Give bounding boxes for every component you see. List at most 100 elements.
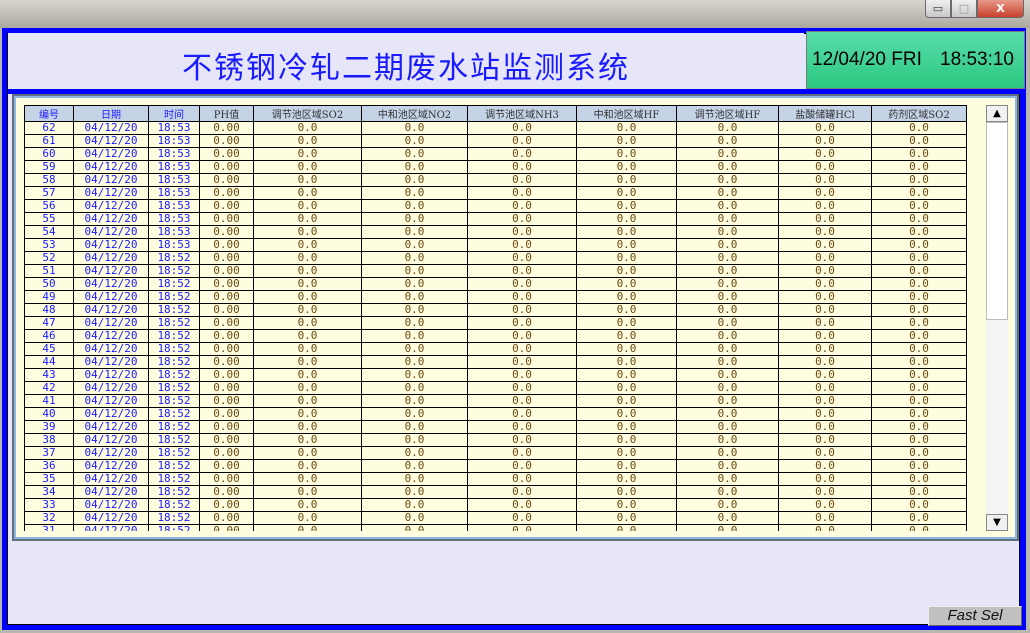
table-cell: 39 bbox=[24, 420, 74, 434]
table-cell: 0.00 bbox=[199, 238, 254, 252]
table-cell: 0.0 bbox=[778, 277, 872, 291]
table-row: 36 04/12/20 18:52 0.00 0.0 0.0 0.0 0.0 0.0 0.0 0.0 bbox=[24, 459, 967, 473]
table-cell: 0.0 bbox=[253, 355, 362, 369]
table-cell: 04/12/20 bbox=[73, 368, 149, 382]
table-cell: 0.0 bbox=[676, 485, 779, 499]
table-cell: 18:52 bbox=[148, 303, 200, 317]
table-cell: 0.00 bbox=[199, 485, 254, 499]
table-cell: 0.0 bbox=[676, 433, 779, 447]
table-cell: 0.0 bbox=[576, 524, 677, 531]
table-cell: 0.0 bbox=[467, 160, 577, 174]
table-cell: 0.0 bbox=[676, 498, 779, 512]
table-cell: 0.0 bbox=[871, 381, 967, 395]
scrollbar-thumb[interactable] bbox=[986, 122, 1008, 320]
table-cell: 0.0 bbox=[361, 355, 468, 369]
table-cell: 54 bbox=[24, 225, 74, 239]
table-cell: 0.0 bbox=[871, 290, 967, 304]
table-cell: 0.0 bbox=[871, 303, 967, 317]
table-cell: 0.0 bbox=[778, 524, 872, 531]
table-cell: 0.0 bbox=[676, 186, 779, 200]
arrow-up-icon: ▲ bbox=[993, 108, 1001, 119]
table-cell: 0.0 bbox=[253, 160, 362, 174]
table-cell: 44 bbox=[24, 355, 74, 369]
table-cell: 57 bbox=[24, 186, 74, 200]
table-cell: 0.0 bbox=[467, 511, 577, 525]
table-cell: 0.0 bbox=[253, 433, 362, 447]
table-cell: 0.0 bbox=[361, 342, 468, 356]
column-header: 日期 bbox=[73, 105, 149, 122]
table-cell: 0.0 bbox=[676, 524, 779, 531]
table-cell: 04/12/20 bbox=[73, 511, 149, 525]
table-cell: 04/12/20 bbox=[73, 498, 149, 512]
table-cell: 0.0 bbox=[778, 485, 872, 499]
vertical-scrollbar[interactable]: ▲ ▼ bbox=[986, 105, 1008, 531]
table-cell: 0.0 bbox=[576, 147, 677, 161]
table-cell: 0.0 bbox=[467, 186, 577, 200]
table-cell: 18:53 bbox=[148, 160, 200, 174]
table-cell: 0.0 bbox=[778, 316, 872, 330]
table-cell: 0.0 bbox=[871, 394, 967, 408]
table-cell: 0.0 bbox=[778, 355, 872, 369]
table-cell: 0.0 bbox=[361, 199, 468, 213]
table-cell: 0.0 bbox=[871, 238, 967, 252]
table-cell: 0.0 bbox=[467, 225, 577, 239]
table-cell: 33 bbox=[24, 498, 74, 512]
table-cell: 18:53 bbox=[148, 212, 200, 226]
table-cell: 18:52 bbox=[148, 355, 200, 369]
table-cell: 0.0 bbox=[467, 147, 577, 161]
table-cell: 0.00 bbox=[199, 511, 254, 525]
scroll-up-button[interactable]: ▲ bbox=[986, 105, 1008, 122]
table-cell: 04/12/20 bbox=[73, 303, 149, 317]
table-cell: 0.0 bbox=[253, 446, 362, 460]
table-cell: 0.0 bbox=[778, 134, 872, 148]
table-viewport: 编号 日期 时间 PH值 调节池区域SO2 中和池区域NO2 调节池区域NH3 中和池区域HF… bbox=[16, 98, 982, 531]
table-cell: 04/12/20 bbox=[73, 264, 149, 278]
table-cell: 0.0 bbox=[361, 173, 468, 187]
table-cell: 0.0 bbox=[253, 173, 362, 187]
table-cell: 0.00 bbox=[199, 472, 254, 486]
table-cell: 0.0 bbox=[871, 472, 967, 486]
clock-time: 18:53:10 bbox=[940, 49, 1014, 70]
maximize-button[interactable]: □ bbox=[951, 0, 977, 18]
table-cell: 0.0 bbox=[871, 446, 967, 460]
table-cell: 0.00 bbox=[199, 212, 254, 226]
table-cell: 0.0 bbox=[253, 238, 362, 252]
table-cell: 55 bbox=[24, 212, 74, 226]
table-cell: 04/12/20 bbox=[73, 160, 149, 174]
table-cell: 04/12/20 bbox=[73, 407, 149, 421]
table-cell: 0.0 bbox=[467, 329, 577, 343]
minimize-button[interactable]: ▭ bbox=[925, 0, 951, 18]
table-cell: 18:53 bbox=[148, 147, 200, 161]
table-cell: 0.0 bbox=[467, 407, 577, 421]
close-button[interactable]: X bbox=[977, 0, 1024, 18]
fast-sel-button[interactable]: Fast Sel bbox=[928, 606, 1022, 626]
table-cell: 0.0 bbox=[778, 446, 872, 460]
table-cell: 0.0 bbox=[467, 381, 577, 395]
table-cell: 0.0 bbox=[778, 199, 872, 213]
table-cell: 18:52 bbox=[148, 446, 200, 460]
table-cell: 0.0 bbox=[676, 134, 779, 148]
table-row: 31 04/12/20 18:52 0.00 0.0 0.0 0.0 0.0 0.0 0.0 0.0 bbox=[24, 524, 967, 531]
table-cell: 0.0 bbox=[467, 173, 577, 187]
table-cell: 0.0 bbox=[576, 355, 677, 369]
table-cell: 0.00 bbox=[199, 225, 254, 239]
table-cell: 43 bbox=[24, 368, 74, 382]
scroll-down-button[interactable]: ▼ bbox=[986, 514, 1008, 531]
table-cell: 18:52 bbox=[148, 342, 200, 356]
table-cell: 0.0 bbox=[576, 290, 677, 304]
table-cell: 0.0 bbox=[467, 472, 577, 486]
table-cell: 0.0 bbox=[361, 251, 468, 265]
table-cell: 0.0 bbox=[778, 225, 872, 239]
table-cell: 04/12/20 bbox=[73, 342, 149, 356]
table-cell: 0.0 bbox=[361, 459, 468, 473]
table-cell: 18:52 bbox=[148, 394, 200, 408]
table-cell: 0.0 bbox=[676, 511, 779, 525]
table-cell: 04/12/20 bbox=[73, 186, 149, 200]
table-cell: 0.0 bbox=[361, 420, 468, 434]
table-cell: 0.0 bbox=[676, 342, 779, 356]
table-cell: 0.0 bbox=[871, 173, 967, 187]
table-row: 35 04/12/20 18:52 0.00 0.0 0.0 0.0 0.0 0.0 0.0 0.0 bbox=[24, 472, 967, 486]
table-cell: 04/12/20 bbox=[73, 199, 149, 213]
table-cell: 0.00 bbox=[199, 433, 254, 447]
column-header: 中和池区域NO2 bbox=[361, 105, 468, 122]
